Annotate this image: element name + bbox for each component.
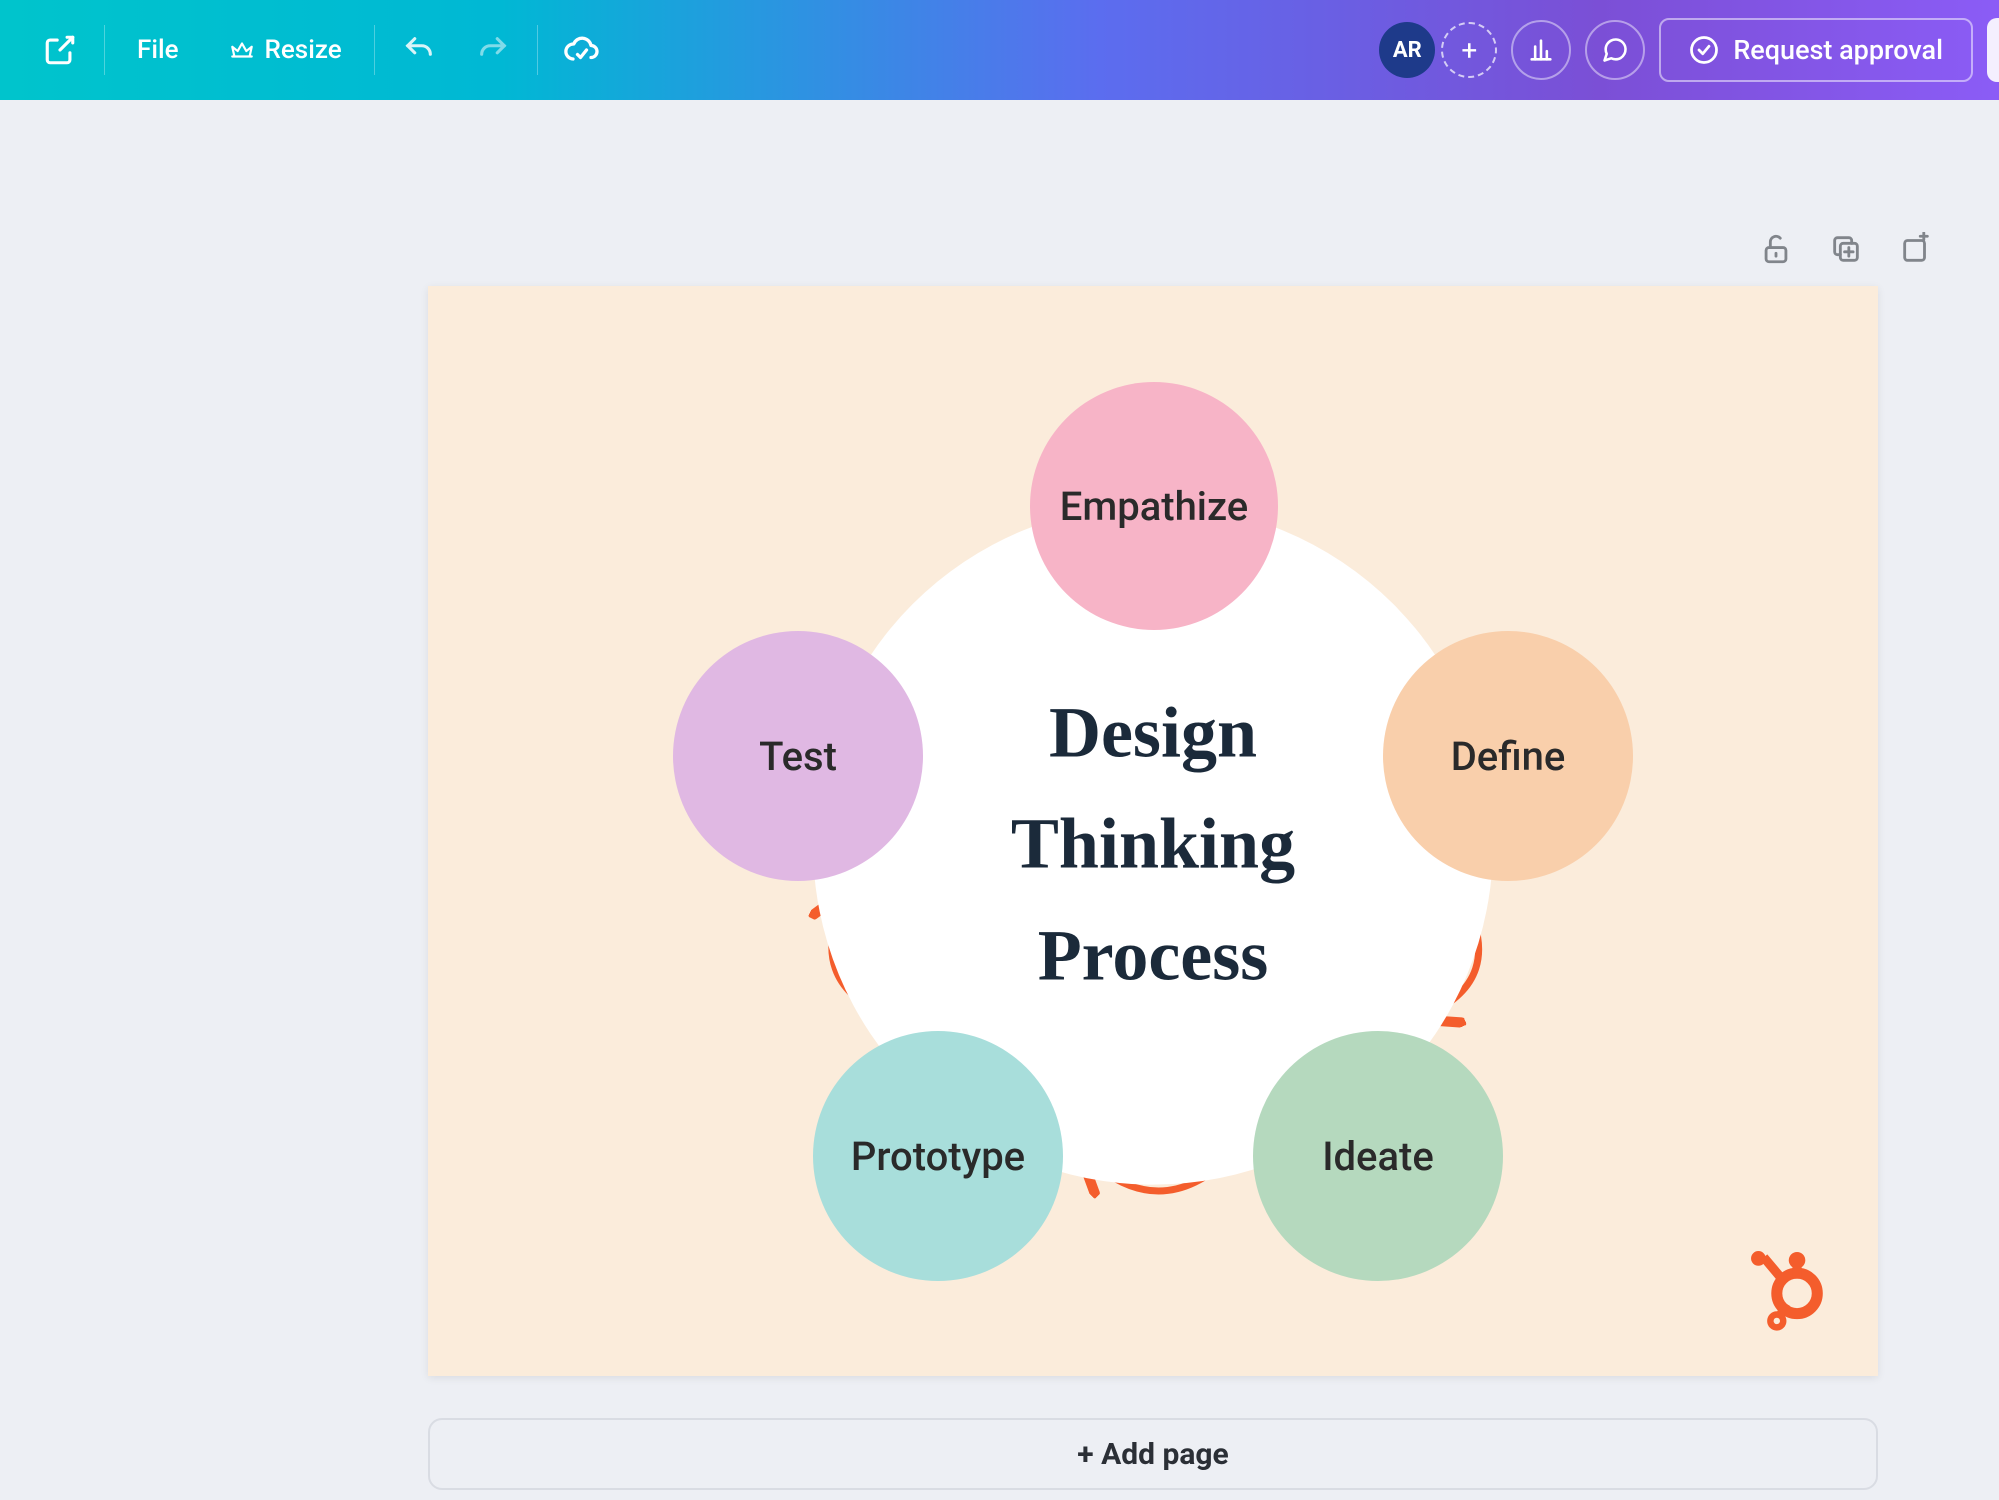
resize-label: Resize — [265, 35, 342, 65]
add-page-button[interactable]: + Add page — [428, 1418, 1878, 1490]
process-node-prototype[interactable]: Prototype — [813, 1031, 1063, 1281]
share-button-edge[interactable] — [1987, 18, 1999, 82]
canvas-tools — [1759, 232, 1933, 270]
home-icon-button[interactable] — [30, 20, 90, 80]
toolbar-separator — [537, 25, 538, 75]
process-node-define[interactable]: Define — [1383, 631, 1633, 881]
toolbar-separator — [374, 25, 375, 75]
workspace: Design Thinking Process Empathize Define I… — [14, 100, 1999, 1500]
process-node-test[interactable]: Test — [673, 631, 923, 881]
duplicate-page-button[interactable] — [1829, 232, 1863, 270]
unlock-icon — [1759, 232, 1793, 266]
process-node-ideate[interactable]: Ideate — [1253, 1031, 1503, 1281]
title-line-1: Design — [1049, 692, 1257, 772]
toolbar-right-group: AR + Request approval — [1379, 18, 1969, 82]
hubspot-logo — [1740, 1240, 1832, 1336]
bar-chart-icon — [1527, 36, 1555, 64]
redo-button[interactable] — [463, 20, 523, 80]
chat-bubble-icon — [1601, 36, 1629, 64]
toolbar-left-group: File Resize — [30, 20, 612, 80]
undo-button[interactable] — [389, 20, 449, 80]
center-title[interactable]: Design Thinking Process — [1011, 677, 1295, 1012]
undo-icon — [402, 33, 436, 67]
design-canvas[interactable]: Design Thinking Process Empathize Define I… — [428, 286, 1878, 1376]
user-avatar[interactable]: AR — [1379, 22, 1435, 78]
redo-icon — [476, 33, 510, 67]
title-line-2: Thinking — [1011, 804, 1295, 884]
new-page-button[interactable] — [1899, 232, 1933, 270]
cloud-check-icon — [564, 32, 600, 68]
external-link-icon — [43, 33, 77, 67]
process-node-empathize[interactable]: Empathize — [1030, 382, 1278, 630]
cloud-sync-button[interactable] — [552, 20, 612, 80]
request-approval-label: Request approval — [1733, 34, 1943, 66]
unlock-button[interactable] — [1759, 232, 1793, 270]
insights-button[interactable] — [1511, 20, 1571, 80]
crown-icon — [229, 37, 255, 63]
check-circle-icon — [1689, 35, 1719, 65]
resize-button[interactable]: Resize — [211, 20, 360, 80]
sprocket-icon — [1740, 1240, 1832, 1332]
file-menu-button[interactable]: File — [119, 20, 197, 80]
request-approval-button[interactable]: Request approval — [1659, 18, 1973, 82]
duplicate-icon — [1829, 232, 1863, 266]
upload-icon — [1899, 232, 1933, 266]
comment-button[interactable] — [1585, 20, 1645, 80]
toolbar-separator — [104, 25, 105, 75]
top-toolbar: File Resize AR + — [0, 0, 1999, 100]
title-line-3: Process — [1038, 915, 1269, 995]
add-collaborator-button[interactable]: + — [1441, 22, 1497, 78]
